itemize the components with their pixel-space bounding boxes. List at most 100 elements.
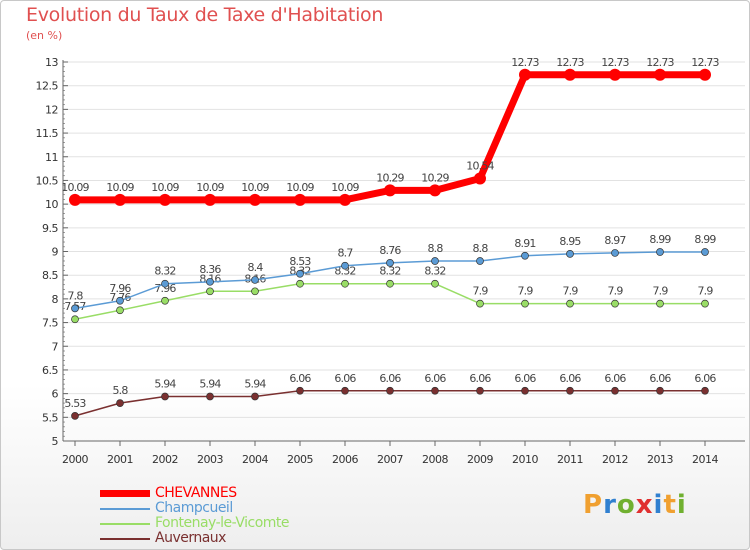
data-point: [429, 184, 441, 197]
data-point: [341, 279, 349, 288]
data-label: 12.73: [691, 56, 719, 69]
data-point: [431, 279, 439, 288]
data-label: 8.99: [649, 233, 671, 246]
data-label: 8.36: [199, 263, 221, 276]
data-label: 5.8: [112, 384, 128, 397]
data-point: [431, 257, 439, 265]
x-tick-label: 2012: [602, 453, 628, 466]
data-point: [116, 399, 124, 407]
data-label: 7.9: [562, 285, 578, 298]
data-point: [116, 296, 124, 305]
data-point: [296, 279, 304, 288]
data-point: [701, 386, 709, 395]
data-point: [611, 249, 619, 257]
data-label: 12.73: [601, 56, 629, 69]
data-point: [251, 392, 259, 401]
data-label: 8.4: [247, 261, 263, 274]
data-label: 5.94: [154, 377, 176, 390]
data-label: 5.94: [244, 377, 266, 390]
data-point: [474, 172, 486, 185]
data-point: [206, 392, 214, 401]
data-point: [386, 386, 394, 395]
x-tick-label: 2004: [242, 453, 268, 466]
data-point: [249, 193, 261, 206]
data-label: 10.29: [421, 171, 449, 184]
data-label: 7.9: [472, 285, 488, 298]
data-label: 8.32: [154, 265, 175, 278]
data-label: 6.06: [514, 372, 536, 385]
data-point: [206, 277, 214, 286]
data-point: [521, 251, 529, 260]
data-label: 12.73: [511, 56, 539, 69]
y-tick-label: 12: [45, 103, 58, 116]
data-label: 10.09: [241, 181, 269, 194]
data-label: 8.76: [379, 244, 401, 257]
data-point: [251, 287, 259, 296]
x-tick-label: 2010: [512, 453, 538, 466]
data-label: 10.09: [196, 181, 224, 194]
x-tick-label: 2008: [422, 453, 448, 466]
data-label: 7.9: [607, 285, 623, 298]
logo-letter: P: [583, 490, 604, 520]
data-label: 5.94: [199, 377, 221, 390]
data-point: [71, 304, 79, 313]
data-point: [701, 248, 709, 256]
data-point: [341, 261, 349, 270]
data-label: 8.95: [559, 235, 581, 248]
data-point: [161, 279, 169, 288]
data-label: 6.06: [604, 372, 626, 385]
data-point: [204, 193, 216, 206]
y-tick-label: 5.5: [42, 411, 58, 424]
y-tick-label: 7.5: [42, 317, 58, 330]
data-point: [519, 68, 531, 81]
data-point: [296, 269, 304, 278]
x-tick-label: 2006: [332, 453, 358, 466]
data-point: [161, 296, 169, 305]
data-point: [476, 257, 484, 265]
x-tick-label: 2003: [197, 453, 223, 466]
x-tick-label: 2005: [287, 453, 313, 466]
data-label: 6.06: [649, 372, 671, 385]
data-point: [161, 392, 169, 401]
data-point: [609, 68, 621, 81]
x-tick-label: 2013: [647, 453, 673, 466]
data-point: [654, 68, 666, 81]
legend-swatch: [100, 523, 150, 525]
y-tick-label: 10: [45, 198, 58, 211]
data-point: [114, 193, 126, 206]
data-label: 7.96: [109, 282, 131, 295]
data-point: [566, 299, 574, 308]
data-label: 7.9: [697, 285, 713, 298]
data-label: 7.9: [517, 285, 533, 298]
data-point: [116, 306, 124, 315]
x-tick-label: 2014: [692, 453, 718, 466]
logo-letter: t: [663, 490, 677, 520]
data-point: [294, 193, 306, 206]
y-tick-label: 11: [45, 151, 58, 164]
data-label: 10.09: [106, 181, 134, 194]
y-tick-label: 5: [52, 435, 59, 448]
data-point: [251, 276, 259, 284]
data-label: 8.32: [334, 265, 355, 278]
x-tick-label: 2000: [62, 453, 88, 466]
data-point: [296, 386, 304, 395]
data-point: [69, 193, 81, 206]
data-point: [341, 386, 349, 395]
proxiti-logo: Proxiti: [583, 490, 687, 520]
data-label: 6.06: [289, 372, 311, 385]
y-tick-label: 12.5: [36, 80, 59, 93]
data-point: [656, 248, 664, 256]
data-label: 10.54: [466, 160, 494, 173]
data-point: [476, 386, 484, 395]
x-tick-label: 2001: [107, 453, 133, 466]
data-label: 8.8: [427, 242, 443, 255]
data-label: 8.7: [337, 247, 353, 260]
logo-letter: i: [653, 490, 664, 520]
data-point: [476, 299, 484, 308]
legend-swatch: [100, 508, 150, 510]
y-tick-label: 8.5: [42, 269, 58, 282]
data-point: [71, 315, 79, 324]
data-label: 8.91: [514, 237, 535, 250]
data-point: [206, 287, 214, 296]
